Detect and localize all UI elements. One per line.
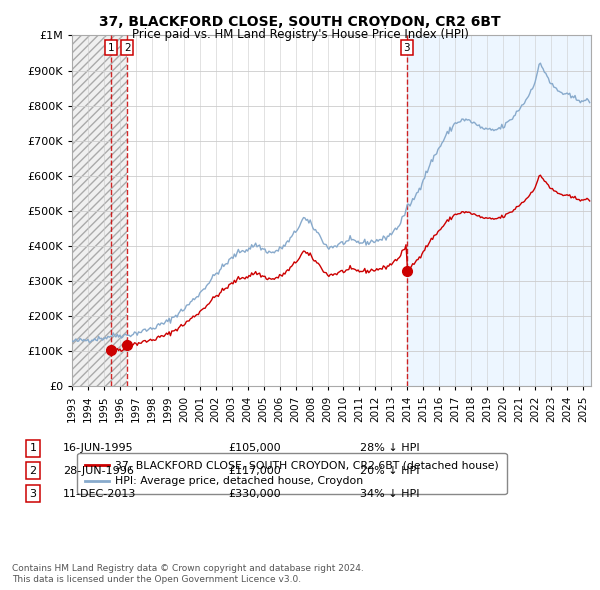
Bar xyxy=(72,35,111,386)
Bar xyxy=(407,35,591,386)
Text: This data is licensed under the Open Government Licence v3.0.: This data is licensed under the Open Gov… xyxy=(12,575,301,584)
Bar xyxy=(127,35,407,386)
Text: 1: 1 xyxy=(29,444,37,453)
Text: £330,000: £330,000 xyxy=(228,489,281,499)
Text: 16-JUN-1995: 16-JUN-1995 xyxy=(63,444,134,453)
Text: 28% ↓ HPI: 28% ↓ HPI xyxy=(360,444,419,453)
Text: 37, BLACKFORD CLOSE, SOUTH CROYDON, CR2 6BT: 37, BLACKFORD CLOSE, SOUTH CROYDON, CR2 … xyxy=(99,15,501,29)
Legend: 37, BLACKFORD CLOSE, SOUTH CROYDON, CR2 6BT (detached house), HPI: Average price: 37, BLACKFORD CLOSE, SOUTH CROYDON, CR2 … xyxy=(77,453,506,494)
Text: 2: 2 xyxy=(29,466,37,476)
Text: £105,000: £105,000 xyxy=(228,444,281,453)
Text: 28-JUN-1996: 28-JUN-1996 xyxy=(63,466,134,476)
Text: Contains HM Land Registry data © Crown copyright and database right 2024.: Contains HM Land Registry data © Crown c… xyxy=(12,565,364,573)
Text: 11-DEC-2013: 11-DEC-2013 xyxy=(63,489,136,499)
Text: 20% ↓ HPI: 20% ↓ HPI xyxy=(360,466,419,476)
Text: 3: 3 xyxy=(29,489,37,499)
Text: Price paid vs. HM Land Registry's House Price Index (HPI): Price paid vs. HM Land Registry's House … xyxy=(131,28,469,41)
Text: £117,000: £117,000 xyxy=(228,466,281,476)
Text: 1: 1 xyxy=(108,42,115,53)
Text: 3: 3 xyxy=(403,42,410,53)
Text: 2: 2 xyxy=(124,42,131,53)
Bar xyxy=(111,35,127,386)
Text: 34% ↓ HPI: 34% ↓ HPI xyxy=(360,489,419,499)
